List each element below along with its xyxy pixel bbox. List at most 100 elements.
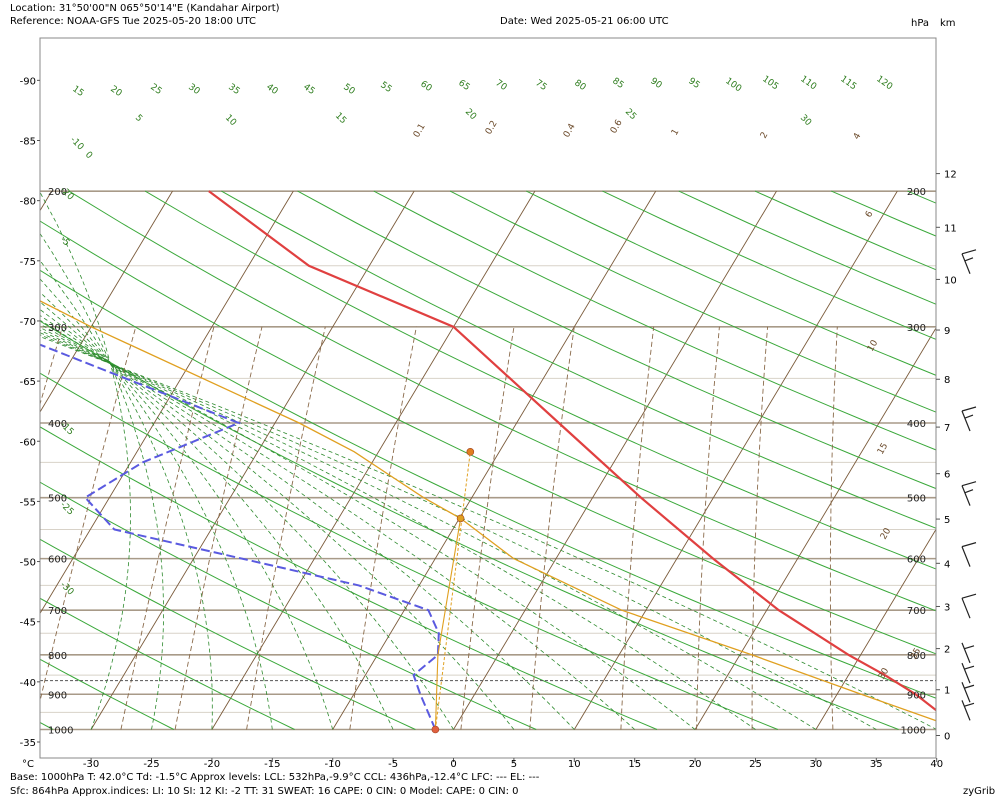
- x-tick-label: 0: [450, 759, 456, 770]
- km-tick-label: 2: [944, 645, 950, 656]
- mixing-ratio-label: 35: [909, 647, 923, 662]
- left-tick-label: -70: [20, 317, 36, 328]
- wind-barb: [961, 249, 977, 275]
- mixing-ratio-label: 4: [852, 131, 864, 141]
- km-tick-label: 12: [944, 170, 957, 181]
- x-tick-label: 20: [689, 759, 702, 770]
- x-tick-label: 10: [568, 759, 581, 770]
- left-tick-label: -60: [20, 437, 36, 448]
- dry-adiabat-line: [221, 190, 936, 529]
- dry-adiabat-line: [40, 658, 175, 730]
- pressure-label-left: 900: [48, 690, 67, 701]
- mixing-ratio-label: 2: [759, 131, 771, 141]
- mixing-ratio-line: [460, 326, 515, 730]
- pressure-label-right: 900: [907, 690, 926, 701]
- wind-barb: [961, 682, 975, 703]
- mixing-ratio-line: [620, 326, 655, 730]
- km-tick-label: 10: [944, 275, 957, 286]
- dry-adiabat-line: [297, 190, 936, 490]
- pressure-label-right: 500: [907, 494, 926, 505]
- marker-lcl: [456, 514, 465, 523]
- isotherm-line: [40, 190, 173, 413]
- isotherm-line: [453, 190, 777, 730]
- dry-adiabat-line: [144, 190, 936, 570]
- mixing-ratio-line: [40, 326, 137, 703]
- mixing-ratio-line: [751, 326, 769, 730]
- moist-adiabat-line: [40, 191, 131, 730]
- pressure-label-left: 300: [48, 323, 67, 334]
- x-tick-label: -15: [264, 759, 280, 770]
- moist-adiabat-line: [40, 334, 877, 730]
- footer-line-1: Base: 1000hPa T: 42.0°C Td: -1.5°C Appro…: [10, 772, 540, 783]
- mixing-ratio-line: [174, 326, 263, 730]
- x-tick-label: 15: [628, 759, 641, 770]
- pressure-label-left: 400: [48, 419, 67, 430]
- moist-adiabat-line: [40, 329, 756, 730]
- x-tick-label: 40: [930, 759, 943, 770]
- dry-adiabat-line: [526, 190, 936, 376]
- pressure-label-right: 1000: [901, 726, 926, 737]
- wind-barb: [961, 406, 977, 432]
- left-tick-label: -55: [20, 497, 36, 508]
- dry-adiabat-line: [40, 597, 295, 730]
- pressure-label-left: 800: [48, 651, 67, 662]
- mixing-ratio-line: [696, 326, 720, 730]
- series-temperature: [208, 190, 936, 712]
- x-unit-label: °C: [22, 759, 34, 770]
- km-tick-label: 3: [944, 602, 950, 613]
- km-tick-label: 7: [944, 423, 950, 434]
- mixing-ratio-line: [246, 326, 326, 730]
- pressure-label-right: 200: [907, 187, 926, 198]
- km-tick-label: 8: [944, 375, 950, 386]
- isotherm-line: [694, 327, 936, 730]
- pressure-label-right: 600: [907, 555, 926, 566]
- left-tick-label: -45: [20, 618, 36, 629]
- left-tick-label: -85: [20, 137, 36, 148]
- isotherm-line: [815, 528, 936, 730]
- moist-adiabat-label: 5: [133, 113, 144, 124]
- km-tick-label: 5: [944, 515, 950, 526]
- left-tick-label: -35: [20, 738, 36, 749]
- moist-adiabat-line: [40, 232, 164, 730]
- left-tick-label: -50: [20, 558, 36, 569]
- x-tick-label: 35: [870, 759, 883, 770]
- footer-line-2: Sfc: 864hPa Approx.indices: LI: 10 SI: 1…: [10, 786, 519, 797]
- dry-adiabat-line: [373, 190, 936, 451]
- km-unit-label: km: [940, 18, 956, 29]
- km-tick-label: 1: [944, 686, 950, 697]
- mixing-ratio-label: 1: [670, 128, 682, 138]
- x-tick-label: -30: [83, 759, 99, 770]
- pressure-label-left: 600: [48, 555, 67, 566]
- series-parcel-dewpoint: [434, 518, 462, 730]
- pressure-label-right: 300: [907, 323, 926, 334]
- plot-frame: [39, 37, 937, 759]
- km-tick-label: 0: [944, 732, 950, 743]
- mixing-ratio-label: 6: [864, 209, 876, 219]
- left-tick-label: -90: [20, 76, 36, 87]
- marker-surface-temperature: [957, 726, 964, 733]
- reference-label: Reference: NOAA-GFS Tue 2025-05-20 18:00…: [10, 16, 257, 27]
- moist-adiabat-label: 0: [83, 150, 94, 161]
- dry-adiabat-line: [40, 426, 658, 730]
- left-tick-label: -65: [20, 377, 36, 388]
- dry-adiabat-line: [984, 191, 1000, 729]
- dry-adiabat-line: [449, 190, 936, 413]
- pressure-label-right: 800: [907, 651, 926, 662]
- pressure-label-right: 400: [907, 419, 926, 430]
- isotherm-line: [332, 190, 657, 730]
- dry-adiabat-line: [40, 220, 936, 655]
- x-tick-label: 30: [810, 759, 823, 770]
- isotherm-line: [40, 190, 294, 615]
- pressure-label-left: 700: [48, 606, 67, 617]
- marker-surface: [431, 725, 440, 734]
- date-label: Date: Wed 2025-05-21 06:00 UTC: [500, 16, 669, 27]
- x-tick-label: -20: [204, 759, 220, 770]
- mixing-ratio-label: 15: [876, 442, 890, 457]
- isotherm-line: [90, 190, 415, 730]
- pressure-label-left: 1000: [48, 726, 73, 737]
- x-tick-label: -5: [388, 759, 398, 770]
- x-tick-label: -25: [143, 759, 159, 770]
- mixing-ratio-line: [349, 326, 417, 730]
- km-tick-label: 4: [944, 559, 950, 570]
